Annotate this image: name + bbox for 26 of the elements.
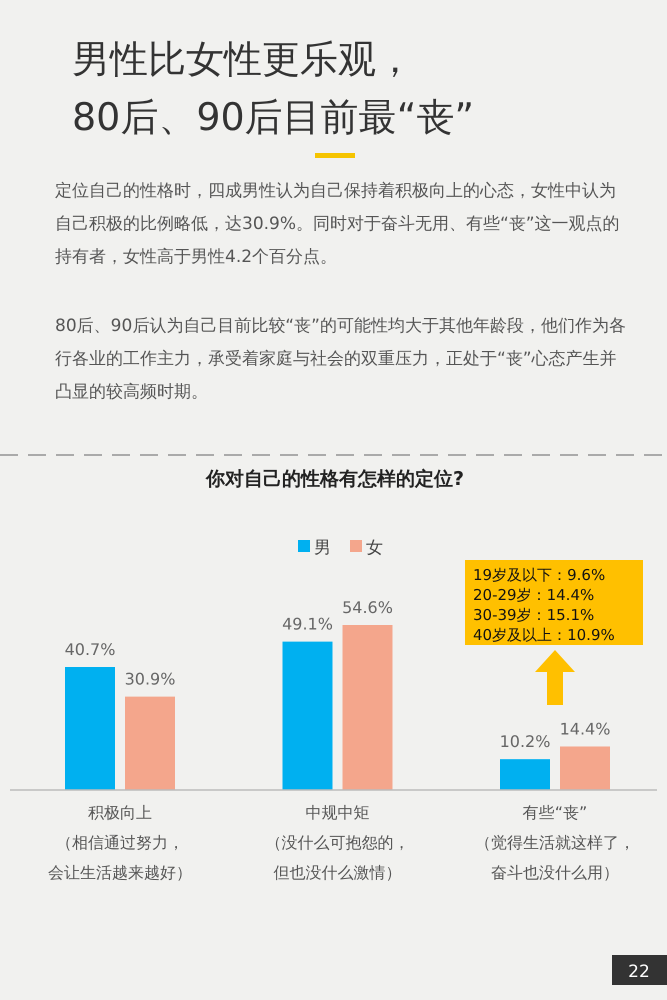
chart-subtitle: 你对自己的性格有怎样的定位? bbox=[204, 468, 464, 490]
data-label: 54.6% bbox=[342, 598, 393, 617]
bar bbox=[500, 759, 550, 790]
x-tick-label: 积极向上（相信通过努力，会让生活越来越好） bbox=[48, 803, 192, 882]
bar bbox=[560, 746, 610, 790]
text: 定位自己的性格时，四成男性认为自己保持着积极向上的心态，女性中认为自己积极的比例略低，达30.9%。同时对于奋斗无用、有些“丧”这一观点的持有者，女性高于男性4.2个百分点。 bbox=[55, 180, 621, 269]
x-tick-label: 中规中矩（没什么可抱怨的，但也没什么激情） bbox=[266, 803, 410, 882]
bar bbox=[125, 696, 175, 790]
text: 20-29岁：14.4% bbox=[473, 586, 594, 604]
bar bbox=[282, 642, 332, 790]
data-label: 14.4% bbox=[560, 719, 610, 738]
text: 80后、90后认为自己目前比较“丧”的可能性均大于其他年龄段，他们作为各行各业的工作主力，承受着家庭与社会的双重压力，正处于“丧”心态产生并凸显的较高频时期。 bbox=[55, 315, 627, 404]
chart-title: 男性比女性更乐观， 80后、90后目前最“丧” bbox=[72, 36, 476, 141]
text: 19岁及以下：9.6% bbox=[473, 566, 606, 584]
annotation: 40岁及以上：10.9% bbox=[473, 626, 615, 644]
text: 22 bbox=[628, 962, 650, 982]
data-label: 30.9% bbox=[124, 670, 176, 689]
text: 30-39岁：15.1% bbox=[473, 606, 594, 624]
data-label: 10.2% bbox=[500, 732, 550, 752]
legend-label: 女 bbox=[366, 538, 383, 558]
x-tick-label: 有些“丧”（觉得生活就这样了，奋斗也没什么用） bbox=[475, 803, 635, 882]
data-label: 49.1% bbox=[282, 614, 333, 634]
bar bbox=[342, 625, 392, 790]
data-label: 40.7% bbox=[64, 640, 116, 660]
legend-label: 男 bbox=[314, 538, 331, 558]
bar bbox=[65, 667, 115, 790]
